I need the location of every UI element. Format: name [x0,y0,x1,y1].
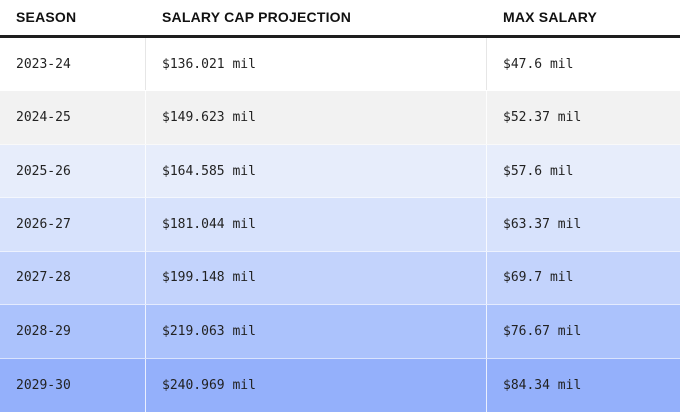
max-salary-cell: $69.7 mil [503,270,574,286]
season-cell: 2026-27 [0,198,146,251]
table-body: 2023-24 $136.021 mil $47.6 mil 2024-25 $… [0,38,680,412]
salary-cap-cell: $219.063 mil [146,305,487,358]
table-row: 2027-28 $199.148 mil $69.7 mil [0,251,680,306]
max-salary-cell: $57.6 mil [503,163,574,179]
column-header-max-salary[interactable]: MAX SALARY [503,9,598,25]
salary-cap-cell: $181.044 mil [146,198,487,251]
max-salary-cell: $47.6 mil [503,56,574,72]
salary-cap-cell: $240.969 mil [146,358,487,412]
season-cell: 2027-28 [0,251,146,305]
max-salary-cell: $63.37 mil [503,216,582,232]
max-salary-cell: $52.37 mil [503,110,582,126]
table-row: 2024-25 $149.623 mil $52.37 mil [0,91,680,145]
salary-cap-cell: $149.623 mil [146,91,487,144]
max-salary-cell: $84.34 mil [503,377,582,393]
max-salary-cell: $76.67 mil [503,323,582,339]
season-cell: 2028-29 [0,305,146,358]
table-row: 2026-27 $181.044 mil $63.37 mil [0,198,680,252]
season-cell: 2029-30 [0,358,146,412]
season-cell: 2023-24 [0,38,146,91]
table-row: 2025-26 $164.585 mil $57.6 mil [0,144,680,199]
salary-cap-cell: $136.021 mil [146,38,487,91]
table-row: 2023-24 $136.021 mil $47.6 mil [0,38,680,92]
column-header-season[interactable]: SEASON [16,9,77,25]
column-header-salary-cap-projection[interactable]: SALARY CAP PROJECTION [162,9,352,25]
table-row: 2029-30 $240.969 mil $84.34 mil [0,358,680,412]
table-header: SEASON SALARY CAP PROJECTION MAX SALARY [0,0,680,38]
season-cell: 2024-25 [0,91,146,144]
table-row: 2028-29 $219.063 mil $76.67 mil [0,305,680,359]
season-cell: 2025-26 [0,144,146,198]
salary-cap-cell: $199.148 mil [146,251,487,305]
salary-cap-cell: $164.585 mil [146,144,487,198]
